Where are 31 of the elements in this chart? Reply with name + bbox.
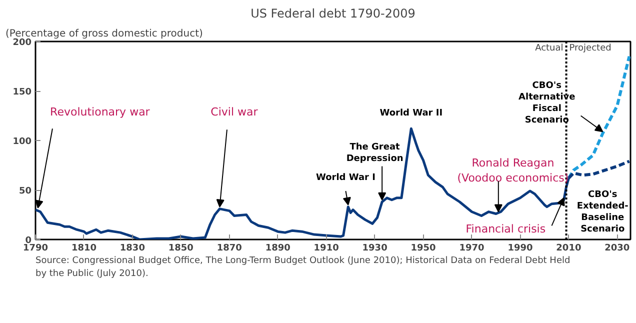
x-tick-label: 1910 xyxy=(314,244,339,254)
annotation: World War I xyxy=(316,173,376,184)
x-tick-label: 1970 xyxy=(459,244,484,254)
annotation: Civil war xyxy=(210,106,258,119)
y-tick-label: 150 xyxy=(12,88,32,98)
x-tick-label: 1890 xyxy=(265,244,290,254)
x-tick-label: 1950 xyxy=(410,244,436,254)
y-axis-title: (Percentage of gross domestic product) xyxy=(6,28,204,40)
annotation: Financial crisis xyxy=(466,222,546,236)
x-tick-label: 1990 xyxy=(508,244,533,254)
source-note: Source: Congressional Budget Office, The Long-Term Budget Outlook (June 2010); Historical Data on Federal Debt Held by the Public (July 2010). xyxy=(36,256,570,279)
x-tick-label: 1930 xyxy=(362,244,388,254)
annotation: World War II xyxy=(380,108,443,119)
annotation: Projected xyxy=(569,44,612,54)
x-tick-label: 1830 xyxy=(120,244,145,254)
x-tick-label: 2010 xyxy=(556,244,582,254)
annotation: Revolutionary war xyxy=(50,106,150,119)
x-tick-label: 2030 xyxy=(604,244,630,254)
annotation: CBO's Extended-Baseline Scenario xyxy=(576,190,629,234)
y-tick-label: 50 xyxy=(18,186,32,196)
annotation: CBO's Alternative Fiscal Scenario xyxy=(518,81,576,126)
chart-title: US Federal debt 1790-2009 xyxy=(250,6,416,20)
x-tick-label: 1810 xyxy=(71,244,97,254)
annotation: The Great Depression xyxy=(346,142,404,164)
annotation: Actual xyxy=(535,44,564,54)
x-tick-label: 1790 xyxy=(22,244,48,254)
x-tick-label: 1870 xyxy=(216,244,242,254)
y-tick-label: 100 xyxy=(12,137,32,147)
annotation: Ronald Reagan (Voodoo economics) xyxy=(457,156,569,184)
x-tick-label: 1850 xyxy=(168,244,194,254)
y-tick-label: 200 xyxy=(12,38,32,48)
